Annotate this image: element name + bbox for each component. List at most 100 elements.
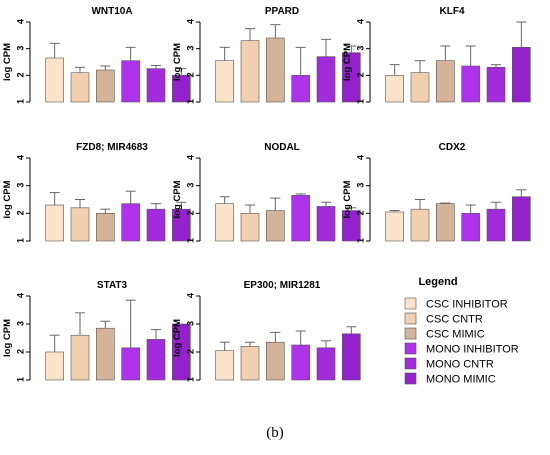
y-tick-label: 1 <box>15 238 25 243</box>
legend-label: MONO MIMIC <box>426 374 496 386</box>
figure-canvas: WNT10A 1 2 3 4 log CPM PPARD 1 2 3 4 log CPM KLF4 1 2 3… <box>2 6 531 386</box>
y-tick-label: 2 <box>185 349 195 354</box>
bar <box>410 208 430 242</box>
panel-title: EP300; MIR1281 <box>244 280 321 291</box>
y-tick-label: 4 <box>355 19 365 24</box>
y-axis-label: log CPM <box>172 180 183 218</box>
bar <box>410 72 430 103</box>
bar <box>215 350 234 381</box>
bar <box>240 213 260 242</box>
y-axis-label: log CPM <box>172 43 183 81</box>
legend-title: Legend <box>418 276 457 288</box>
y-tick-label: 4 <box>185 19 195 24</box>
y-tick-label: 2 <box>185 210 195 215</box>
y-tick-label: 3 <box>355 46 365 51</box>
y-tick-label: 1 <box>185 238 195 243</box>
bar <box>146 68 166 103</box>
bar <box>45 351 64 381</box>
chart-panel: FZD8; MIR4683 1 2 3 4 log CPM <box>2 142 191 243</box>
bar <box>121 203 140 242</box>
y-tick-label: 4 <box>355 155 365 160</box>
bar <box>96 69 115 103</box>
bar <box>121 60 140 103</box>
bar <box>96 327 115 381</box>
y-axis-label: log CPM <box>342 180 353 218</box>
legend-label: MONO INHIBITOR <box>426 344 519 356</box>
bar <box>512 196 531 242</box>
panel-title: PPARD <box>265 6 299 17</box>
legend-swatch <box>404 357 417 370</box>
bar <box>486 208 506 242</box>
panel-title: STAT3 <box>97 280 128 291</box>
bar <box>436 203 455 242</box>
legend-swatch <box>404 297 417 310</box>
bar <box>240 346 260 381</box>
bar <box>342 333 361 381</box>
y-tick-label: 1 <box>15 99 25 104</box>
y-tick-label: 4 <box>15 19 25 24</box>
y-axis-label: log CPM <box>2 180 13 218</box>
bar <box>215 203 234 242</box>
bar <box>291 195 310 242</box>
y-tick-label: 1 <box>355 238 365 243</box>
bar <box>385 75 404 103</box>
panel-title: WNT10A <box>91 6 132 17</box>
y-tick-label: 3 <box>355 183 365 188</box>
panel-title: FZD8; MIR4683 <box>76 142 148 153</box>
legend-label: CSC MIMIC <box>426 329 485 341</box>
y-tick-label: 1 <box>185 99 195 104</box>
y-tick-label: 3 <box>185 183 195 188</box>
y-tick-label: 4 <box>15 293 25 298</box>
y-axis-label: log CPM <box>2 43 13 81</box>
y-tick-label: 4 <box>185 293 195 298</box>
y-tick-label: 2 <box>15 210 25 215</box>
bar <box>96 213 115 242</box>
bar <box>146 339 166 381</box>
bar <box>512 47 531 103</box>
bar <box>45 204 64 242</box>
chart-panel: PPARD 1 2 3 4 log CPM <box>172 6 361 104</box>
bar <box>291 344 310 381</box>
y-tick-label: 2 <box>15 349 25 354</box>
panel-title: NODAL <box>264 142 300 153</box>
y-tick-label: 3 <box>185 46 195 51</box>
legend-swatch <box>404 372 417 385</box>
legend-swatch <box>404 342 417 355</box>
y-tick-label: 3 <box>15 183 25 188</box>
bar <box>461 65 480 103</box>
legend-label: CSC CNTR <box>426 314 483 326</box>
bar <box>385 211 404 242</box>
bar <box>215 60 234 103</box>
y-tick-label: 3 <box>15 321 25 326</box>
bar <box>146 208 166 242</box>
chart-panel: WNT10A 1 2 3 4 log CPM <box>2 6 191 104</box>
y-tick-label: 4 <box>185 155 195 160</box>
chart-panel: EP300; MIR1281 1 2 3 4 log CPM <box>172 280 361 382</box>
legend-swatch <box>404 312 417 325</box>
bar <box>291 75 310 103</box>
panel-title: CDX2 <box>439 142 466 153</box>
bar <box>240 40 260 103</box>
chart-panel: KLF4 1 2 3 4 log CPM <box>342 6 531 104</box>
figure-caption: (b) <box>266 425 284 441</box>
legend-label: MONO CNTR <box>426 359 494 371</box>
bar <box>45 57 64 103</box>
chart-panel: CDX2 1 2 3 4 log CPM <box>342 142 531 243</box>
y-tick-label: 1 <box>355 99 365 104</box>
y-tick-label: 1 <box>185 377 195 382</box>
chart-panel: NODAL 1 2 3 4 log CPM <box>172 142 361 243</box>
legend-label: CSC INHIBITOR <box>426 299 508 311</box>
y-tick-label: 1 <box>15 377 25 382</box>
bar <box>316 347 336 381</box>
bar <box>70 72 90 103</box>
panel-title: KLF4 <box>440 6 465 17</box>
bar <box>461 213 480 242</box>
bar <box>486 67 506 103</box>
y-tick-label: 3 <box>15 46 25 51</box>
legend: Legend CSC INHIBITOR CSC CNTR CSC MIMIC MONO… <box>404 276 519 386</box>
y-axis-label: log CPM <box>342 43 353 81</box>
bar <box>266 210 285 242</box>
legend-swatch <box>404 327 417 340</box>
bar <box>266 341 285 381</box>
bar <box>436 60 455 103</box>
